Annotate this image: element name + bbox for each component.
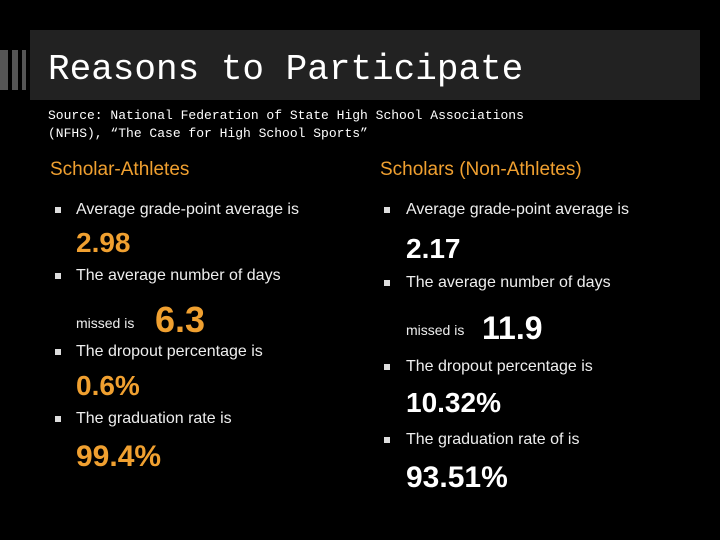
source: Source: National Federation of State Hig… [48, 108, 524, 123]
column-heading: Scholar-Athletes [50, 159, 190, 180]
item-value: 93.51% [406, 461, 508, 494]
decor [22, 50, 26, 90]
item-continuation: missed is [406, 322, 465, 338]
decor [12, 50, 18, 90]
bullet [384, 364, 390, 370]
item-text: Average grade-point average is [76, 201, 299, 218]
item-text: The average number of days [76, 267, 281, 284]
column-heading: Scholars (Non-Athletes) [380, 159, 582, 180]
item-continuation: missed is [76, 315, 135, 331]
item-text: The graduation rate of is [406, 431, 580, 448]
item-value: 6.3 [155, 299, 206, 340]
item-text: Average grade-point average is [406, 201, 629, 218]
bullet [55, 416, 61, 422]
item-text: The graduation rate is [76, 410, 232, 427]
source: (NFHS), “The Case for High School Sports… [48, 126, 368, 141]
item-value: 2.17 [406, 233, 461, 264]
item-text: The average number of days [406, 274, 611, 291]
item-value: 2.98 [76, 227, 131, 258]
item-value: 11.9 [482, 310, 543, 346]
item-value: 0.6% [76, 370, 140, 401]
bullet [55, 273, 61, 279]
title-bar [30, 30, 700, 100]
item-value: 10.32% [406, 387, 501, 418]
item-text: The dropout percentage is [76, 343, 263, 360]
bullet [384, 437, 390, 443]
item-value: 99.4% [76, 440, 162, 473]
bullet [384, 207, 390, 213]
item-text: The dropout percentage is [406, 358, 593, 375]
title: Reasons to Participate [48, 49, 524, 90]
decor [0, 50, 8, 90]
bullet [55, 349, 61, 355]
bullet [384, 280, 390, 286]
bullet [55, 207, 61, 213]
